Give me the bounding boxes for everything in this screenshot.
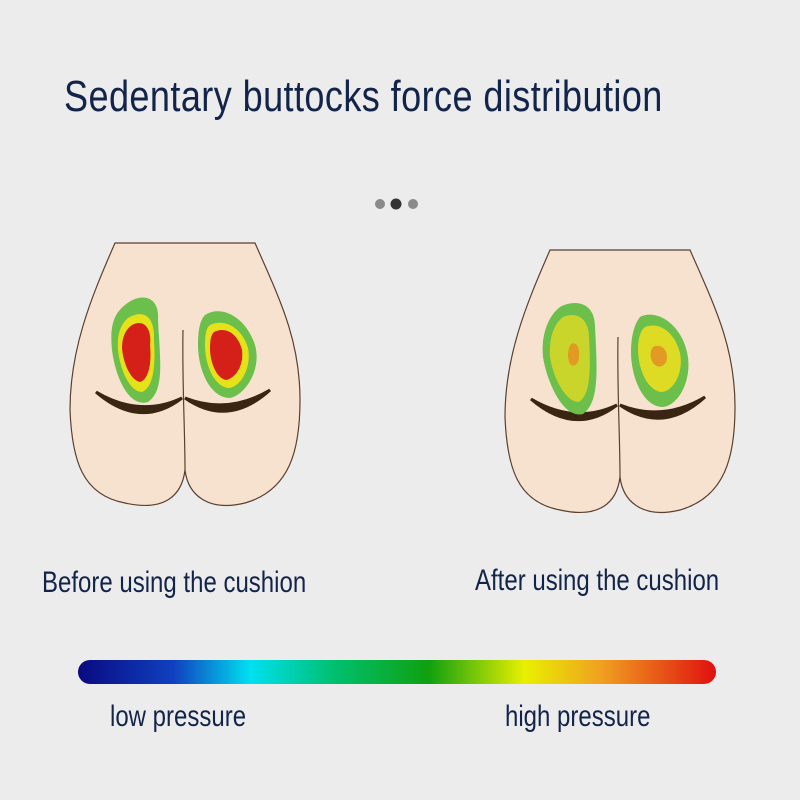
heat-left-after	[542, 303, 597, 415]
low-pressure-label: low pressure	[110, 700, 247, 733]
high-pressure-label: high pressure	[505, 700, 651, 733]
pressure-gradient-bar	[78, 660, 716, 684]
heat-right-after	[631, 314, 689, 407]
heat-left-before	[111, 297, 161, 403]
carousel-dots	[375, 198, 418, 210]
page-title: Sedentary buttocks force distribution	[64, 72, 663, 121]
after-figure	[503, 248, 737, 514]
before-caption: Before using the cushion	[42, 566, 307, 599]
carousel-dot-active[interactable]	[390, 198, 402, 210]
after-caption: After using the cushion	[475, 564, 720, 597]
carousel-dot[interactable]	[408, 199, 418, 209]
heat-right-before	[198, 311, 257, 398]
before-figure	[68, 241, 302, 507]
carousel-dot[interactable]	[375, 199, 385, 209]
